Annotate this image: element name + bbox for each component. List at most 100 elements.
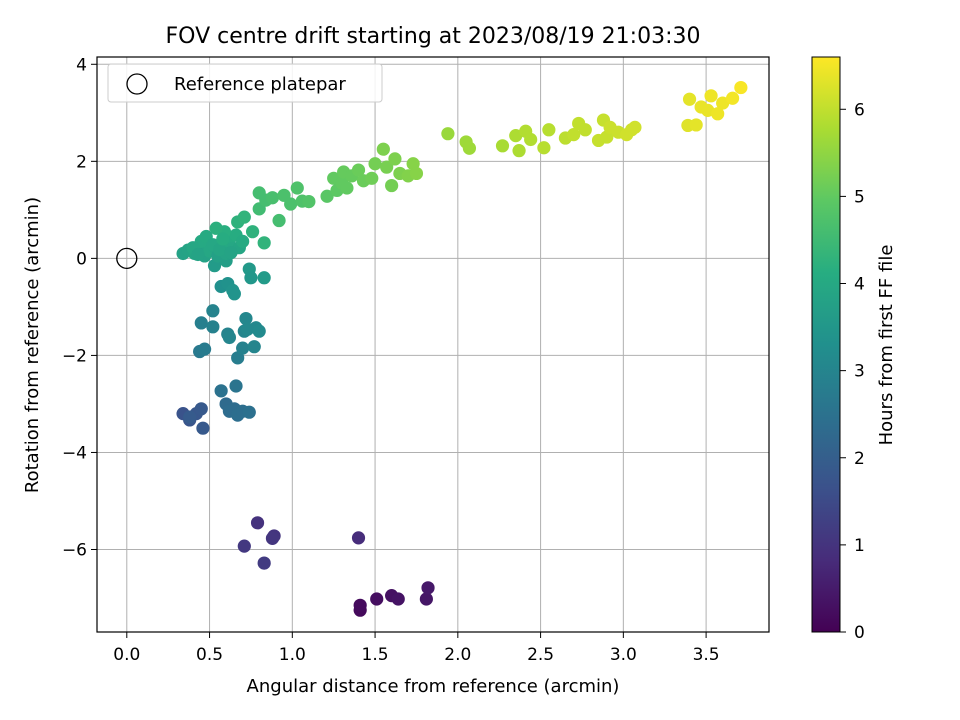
data-point: [391, 592, 405, 606]
data-point: [242, 405, 256, 419]
data-point: [380, 160, 394, 174]
y-tick-label: −6: [62, 541, 87, 561]
data-point: [236, 234, 250, 248]
y-tick-label: −4: [62, 443, 87, 463]
data-point: [385, 178, 399, 193]
data-point: [542, 123, 556, 137]
plot-area: 0.0 0.5 1.0 1.5 2.0 2.5 3.0 3.5 −6 −4 −2 0 2 4: [62, 55, 770, 665]
colorbar-tick-label: 3: [854, 362, 865, 382]
data-point: [237, 539, 251, 553]
colorbar-tick-label: 4: [854, 275, 865, 295]
data-point: [229, 379, 243, 393]
data-point: [284, 197, 298, 211]
data-point: [236, 341, 250, 355]
data-point: [247, 340, 261, 354]
x-tick-label: 3.5: [693, 645, 720, 665]
grid-lines: [97, 57, 769, 632]
data-point: [237, 210, 251, 224]
data-point: [265, 191, 280, 205]
data-point: [191, 247, 205, 262]
reference-marker: [116, 247, 138, 270]
y-tick-label: 4: [76, 55, 87, 75]
chart-title: FOV centre drift starting at 2023/08/19 …: [166, 24, 701, 49]
legend-box: [107, 63, 383, 103]
data-point: [512, 144, 526, 158]
data-point: [421, 581, 435, 595]
data-point: [462, 141, 477, 155]
plot-frame: [96, 56, 770, 633]
scatter-points: [176, 80, 748, 617]
data-point: [419, 592, 433, 606]
data-point: [290, 181, 304, 195]
colorbar-tick-label: 6: [854, 100, 865, 120]
data-point: [302, 194, 316, 209]
data-point: [250, 516, 265, 530]
data-point: [239, 311, 253, 326]
x-tick-label: 2.5: [527, 645, 554, 665]
data-point: [257, 236, 271, 250]
data-point: [441, 127, 455, 141]
data-point: [353, 598, 367, 612]
data-point: [578, 123, 592, 137]
data-point: [212, 243, 227, 257]
x-axis-label: Angular distance from reference (arcmin): [247, 676, 620, 697]
data-point: [524, 132, 538, 147]
y-tick-label: −2: [62, 346, 87, 366]
y-axis-label: Rotation from reference (arcmin): [22, 197, 43, 493]
data-point: [370, 592, 384, 606]
colorbar-tick-label: 5: [854, 187, 865, 207]
data-point: [409, 166, 424, 181]
data-point: [365, 171, 379, 185]
data-point: [216, 232, 230, 246]
data-point: [628, 120, 642, 134]
data-point: [257, 271, 271, 285]
legend-label: Reference platepar: [174, 74, 346, 95]
data-point: [388, 152, 402, 166]
colorbar-tick-label: 1: [854, 536, 865, 556]
data-point: [197, 342, 212, 356]
data-point: [196, 421, 210, 435]
colorbar-tick-label: 2: [854, 449, 865, 469]
data-point: [244, 271, 258, 285]
colorbar-tick-label: 0: [854, 623, 865, 643]
data-point: [368, 157, 382, 171]
y-tick-label: 2: [76, 152, 87, 172]
data-point: [206, 320, 220, 334]
colorbar: 0 1 2 3 4 5 6 Hours from first FF file: [811, 56, 897, 643]
reference-point: [116, 247, 138, 270]
data-point: [231, 351, 245, 365]
data-point: [351, 163, 366, 177]
data-point: [214, 384, 228, 398]
x-tick-label: 1.0: [279, 645, 306, 665]
legend: Reference platepar: [107, 63, 383, 103]
colorbar-label: Hours from first FF file: [876, 245, 897, 446]
data-point: [222, 330, 237, 345]
colorbar-ticks: 0 1 2 3 4 5 6: [840, 100, 865, 643]
data-point: [245, 225, 260, 239]
data-point: [320, 189, 334, 203]
y-axis-ticks: −6 −4 −2 0 2 4: [62, 55, 97, 561]
data-point: [224, 245, 238, 260]
data-point: [252, 324, 266, 338]
colorbar-gradient: [811, 56, 841, 633]
data-point: [537, 141, 551, 155]
x-tick-label: 2.0: [444, 645, 471, 665]
data-point: [711, 107, 725, 121]
data-point: [567, 128, 581, 142]
data-point: [351, 531, 366, 545]
data-point: [704, 89, 718, 103]
data-point: [376, 142, 390, 156]
data-point: [257, 556, 271, 570]
x-tick-label: 0.0: [113, 645, 140, 665]
data-point: [272, 213, 286, 228]
data-point: [701, 103, 715, 117]
x-tick-label: 1.5: [362, 645, 389, 665]
data-point: [682, 92, 697, 106]
data-point: [209, 221, 223, 235]
data-point: [265, 531, 280, 545]
data-point: [495, 139, 510, 153]
data-point: [509, 129, 523, 143]
data-point: [183, 410, 197, 424]
x-axis-ticks: 0.0 0.5 1.0 1.5 2.0 2.5 3.0 3.5: [113, 632, 720, 665]
